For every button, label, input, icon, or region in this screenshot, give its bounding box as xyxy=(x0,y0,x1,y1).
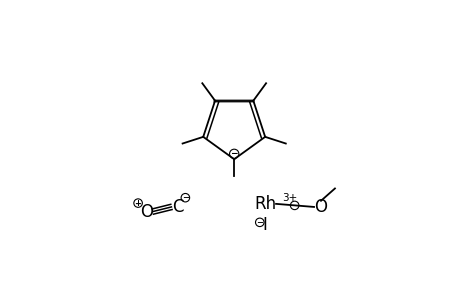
Text: Rh: Rh xyxy=(253,195,276,213)
Text: −: − xyxy=(181,193,189,202)
Text: +: + xyxy=(134,199,141,208)
Text: −: − xyxy=(291,201,297,210)
Text: C: C xyxy=(172,198,183,216)
Text: 3+: 3+ xyxy=(282,193,297,203)
Text: O: O xyxy=(314,198,327,216)
Text: I: I xyxy=(262,216,267,234)
Text: −: − xyxy=(230,149,237,158)
Text: O: O xyxy=(140,202,153,220)
Text: −: − xyxy=(256,218,263,227)
